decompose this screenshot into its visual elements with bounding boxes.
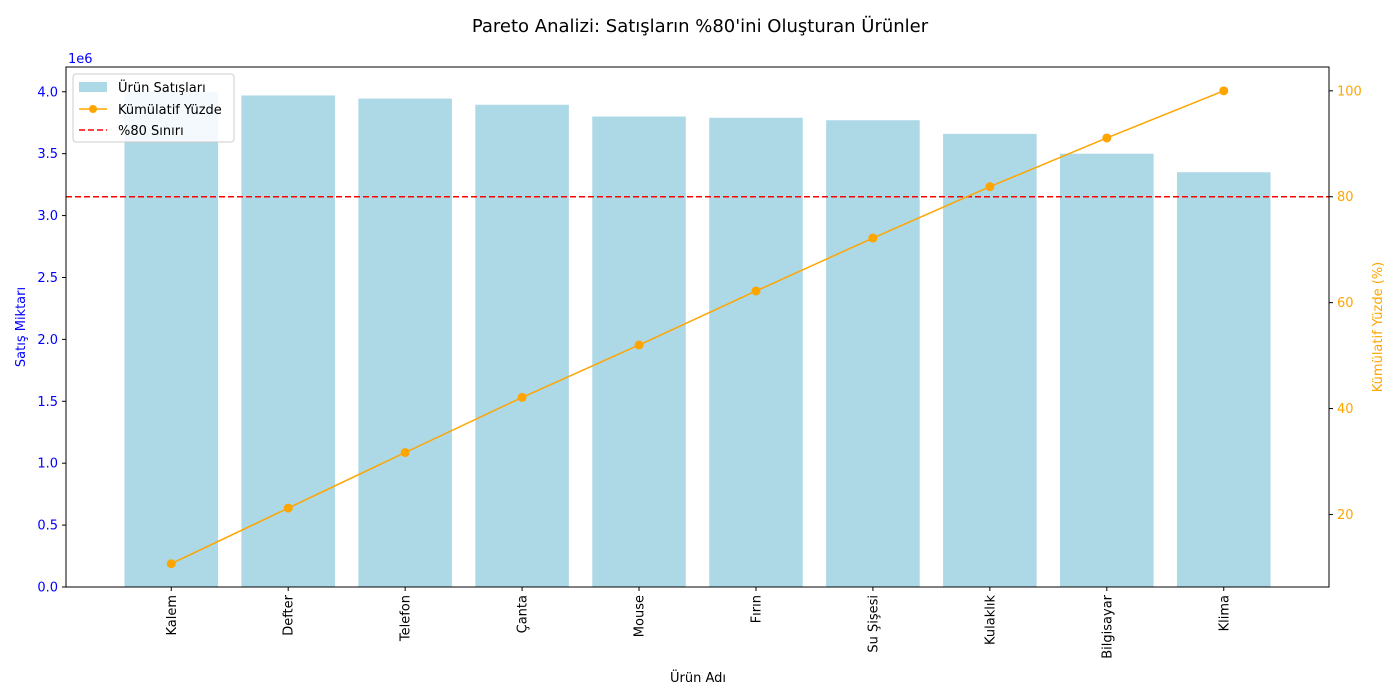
x-tick-label: Klima (1217, 595, 1232, 631)
x-axis-label: Ürün Adı (670, 669, 726, 686)
x-tick-label: Kalem (165, 595, 180, 636)
legend-bar-swatch (79, 82, 107, 92)
right-y-axis: 20 40 60 80 100 (1329, 84, 1362, 523)
x-tick-label: Kulaklık (983, 595, 998, 645)
x-tick-label: Çanta (516, 595, 531, 633)
plot-frame (65, 66, 1330, 588)
y-axis-label: Satış Miktarı (14, 287, 29, 367)
bar-series (124, 91, 1271, 588)
right-y-tick-label: 60 (1337, 296, 1354, 311)
bar-4 (475, 104, 569, 587)
left-y-tick-label: 3.0 (37, 209, 58, 224)
bar-1 (124, 91, 219, 587)
legend-label-threshold: %80 Sınırı (118, 124, 184, 139)
x-tick-label: Defter (282, 594, 297, 635)
x-tick-label: Bilgisayar (1100, 594, 1115, 658)
left-y-tick-label: 0.0 (37, 581, 58, 596)
bar-3 (358, 98, 452, 588)
bar-6 (709, 117, 803, 587)
x-tick-label: Su Şişesi (866, 595, 881, 653)
y2-axis-label: Kümülatif Yüzde (%) (1371, 262, 1386, 392)
left-y-tick-label: 2.0 (37, 333, 58, 348)
right-y-tick-label: 100 (1337, 84, 1362, 99)
cumulative-line-series (166, 86, 1229, 569)
y-offset-label: 1e6 (68, 52, 93, 67)
cumulative-line (170, 90, 1225, 565)
left-y-axis: 0.0 0.5 1.0 1.5 2.0 2.5 3.0 3.5 4.0 (37, 85, 66, 596)
cumulative-point-4 (517, 392, 527, 402)
cumulative-point-8 (985, 182, 995, 192)
legend-label-sales: Ürün Satışları (118, 79, 206, 96)
left-y-tick-label: 1.5 (37, 395, 58, 410)
legend-label-cumulative: Kümülatif Yüzde (118, 103, 222, 118)
left-y-tick-label: 1.0 (37, 457, 58, 472)
bar-2 (241, 95, 335, 587)
x-tick-label: Telefon (399, 595, 414, 642)
right-y-tick-label: 20 (1337, 508, 1354, 523)
cumulative-point-9 (1102, 133, 1112, 143)
cumulative-point-1 (166, 559, 176, 569)
left-y-tick-label: 3.5 (37, 147, 58, 162)
right-y-tick-label: 80 (1337, 190, 1354, 205)
cumulative-point-2 (283, 503, 293, 513)
cumulative-point-7 (868, 233, 878, 243)
bar-10 (1176, 172, 1271, 587)
x-tick-label: Fırın (749, 595, 764, 623)
x-tick-label: Mouse (633, 595, 648, 637)
legend: Ürün Satışları Kümülatif Yüzde %80 Sınır… (72, 73, 235, 143)
bar-9 (1060, 153, 1154, 587)
bar-7 (826, 120, 920, 587)
legend-box (72, 73, 235, 143)
bar-5 (592, 116, 686, 588)
cumulative-point-10 (1219, 86, 1229, 96)
chart-title: Pareto Analizi: Satışların %80'ini Oluşt… (472, 15, 929, 37)
bar-8 (943, 133, 1037, 587)
left-y-tick-label: 2.5 (37, 271, 58, 286)
cumulative-point-3 (400, 447, 410, 457)
cumulative-point-6 (751, 286, 761, 296)
left-y-tick-label: 4.0 (37, 85, 58, 100)
cumulative-point-5 (634, 340, 644, 350)
right-y-tick-label: 40 (1337, 402, 1354, 417)
x-axis: Kalem Defter Telefon Çanta Mouse Fırın Su Şişe… (165, 587, 1232, 659)
legend-line-marker (89, 105, 97, 113)
left-y-tick-label: 0.5 (37, 519, 58, 534)
